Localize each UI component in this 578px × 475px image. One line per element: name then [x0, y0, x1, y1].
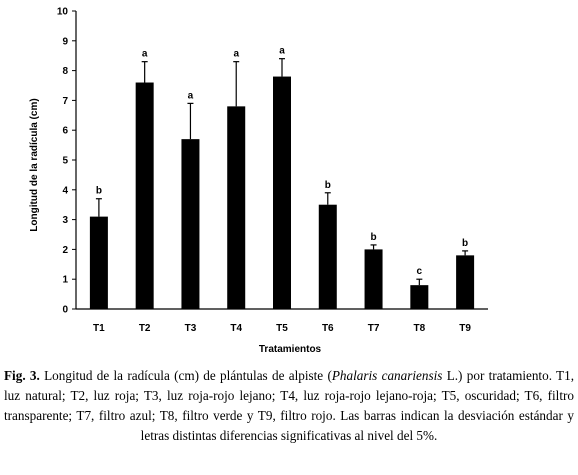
- significance-letter-t7: b: [371, 232, 377, 243]
- x-tick-label-t5: T5: [276, 323, 288, 334]
- y-tick-label: 1: [62, 275, 68, 286]
- bar-chart: b a a a a b b c b 0 1 2 3 4 5 6 7 8 9 10 T1 T2 T3 T4 T5 T6 T7 T8 T9…: [29, 7, 488, 355]
- bar-t4: [227, 106, 246, 309]
- x-tick-label-t8: T8: [413, 323, 425, 334]
- y-tick-label: 4: [62, 185, 68, 196]
- bar-t1: [89, 216, 108, 309]
- chart-significance-letters: b a a a a b b c b: [96, 46, 468, 278]
- y-tick-label: 6: [62, 126, 68, 137]
- significance-letter-t2: a: [142, 49, 148, 60]
- y-tick-label: 2: [62, 245, 68, 256]
- y-tick-label: 9: [62, 36, 68, 47]
- bar-t7: [364, 249, 383, 309]
- y-tick-label: 5: [62, 156, 68, 167]
- y-tick-label: 3: [62, 215, 68, 226]
- bar-t6: [318, 204, 337, 309]
- significance-letter-t5: a: [279, 46, 285, 57]
- y-tick-label: 10: [57, 7, 69, 18]
- bar-chart-figure: b a a a a b b c b 0 1 2 3 4 5 6 7 8 9 10 T1 T2 T3 T4 T5 T6 T7 T8 T9…: [29, 7, 488, 355]
- bar-t9: [456, 255, 475, 309]
- significance-letter-t9: b: [462, 238, 468, 249]
- caption-species-name: Phalaris canariensis: [331, 368, 443, 383]
- bar-t3: [181, 139, 200, 309]
- y-axis-title: Longitud de la radícula (cm): [29, 98, 40, 231]
- caption-text-end: L.) por tratamiento. T1, luz natural; T2…: [4, 368, 575, 443]
- bar-t8: [410, 285, 429, 309]
- x-tick-label-t1: T1: [93, 323, 105, 334]
- chart-bars: [89, 76, 475, 310]
- significance-letter-t6: b: [325, 180, 331, 191]
- x-axis-title: Tratamientos: [259, 344, 322, 355]
- x-tick-label-t6: T6: [322, 323, 334, 334]
- figure-caption: Fig. 3. Longitud de la radícula (cm) de …: [4, 366, 574, 446]
- chart-tick-labels: 0 1 2 3 4 5 6 7 8 9 10 T1 T2 T3 T4 T5 T6 T7 T8 T9: [57, 7, 472, 335]
- significance-letter-t3: a: [188, 90, 194, 101]
- significance-letter-t4: a: [233, 49, 239, 60]
- x-tick-label-t2: T2: [139, 323, 151, 334]
- significance-letter-t1: b: [96, 186, 102, 197]
- caption-label: Fig. 3.: [4, 368, 40, 383]
- y-tick-label: 7: [62, 96, 68, 107]
- significance-letter-t8: c: [417, 266, 423, 277]
- x-tick-label-t4: T4: [230, 323, 242, 334]
- y-tick-label: 0: [62, 305, 68, 316]
- x-tick-label-t7: T7: [368, 323, 380, 334]
- bar-t5: [273, 76, 291, 309]
- chart-error-bars: [95, 58, 469, 286]
- bar-t2: [135, 82, 154, 310]
- caption-text-start: Longitud de la radícula (cm) de plántula…: [39, 368, 332, 383]
- x-tick-label-t9: T9: [459, 323, 471, 334]
- x-tick-label-t3: T3: [185, 323, 197, 334]
- y-tick-label: 8: [62, 66, 68, 77]
